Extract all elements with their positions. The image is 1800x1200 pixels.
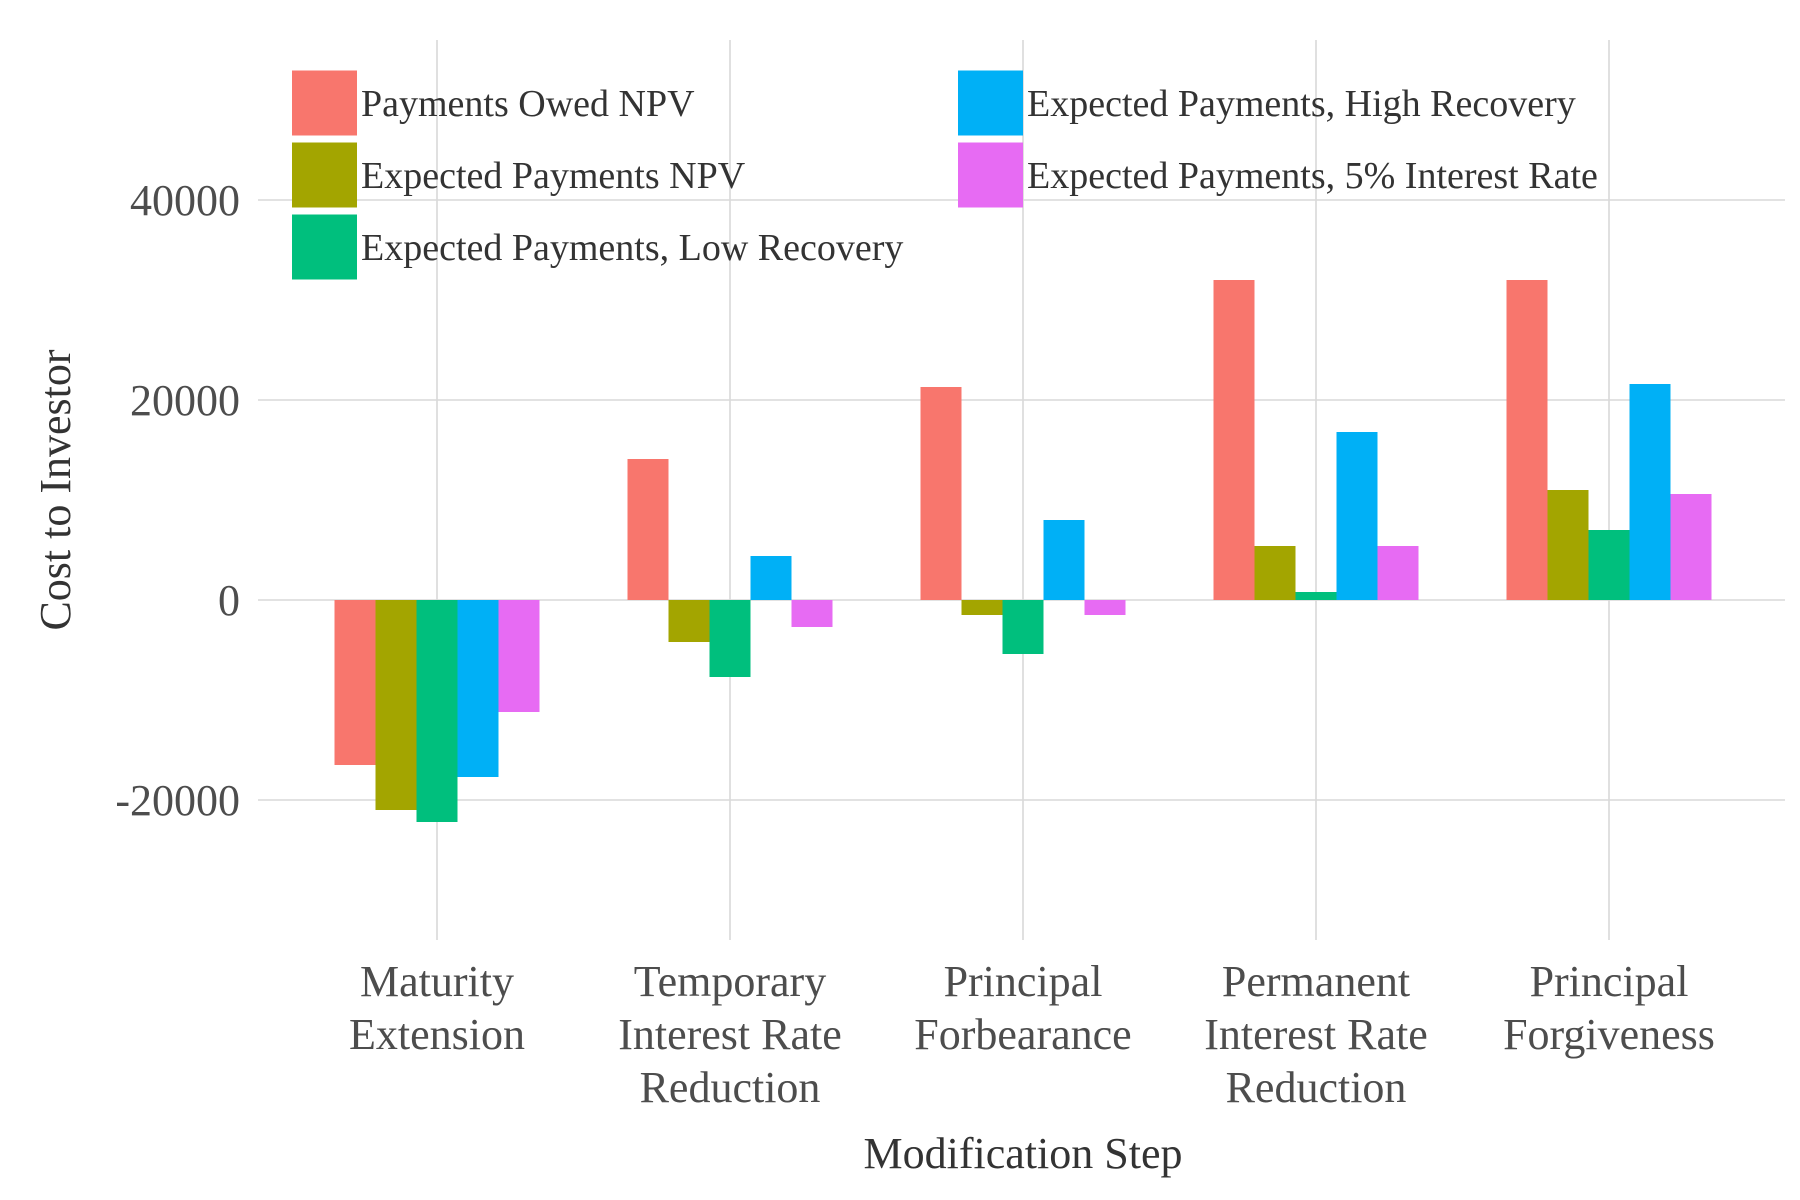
bar	[1084, 600, 1126, 615]
legend-label: Expected Payments, 5% Interest Rate	[1027, 155, 1598, 197]
bar	[961, 600, 1003, 615]
legend-key	[292, 142, 357, 208]
bar	[1377, 546, 1419, 600]
bar	[1002, 600, 1044, 654]
bar	[1043, 520, 1085, 600]
bar	[334, 600, 376, 765]
x-tick-label: Principal Forbearance	[914, 957, 1131, 1059]
bar	[1506, 280, 1548, 600]
y-axis-title: Cost to Investor	[31, 349, 80, 630]
legend-label: Payments Owed NPV	[361, 83, 695, 125]
bar	[709, 600, 751, 677]
legend-label: Expected Payments NPV	[361, 155, 746, 197]
bar	[1547, 490, 1589, 600]
bar	[1295, 592, 1337, 600]
bar	[791, 600, 833, 627]
bar	[1213, 280, 1255, 600]
bar	[627, 459, 669, 600]
y-tick-label: -20000	[115, 776, 240, 825]
bar	[750, 556, 792, 600]
y-tick-label: 0	[218, 576, 240, 625]
x-tick-label: Temporary Interest Rate Reduction	[618, 957, 842, 1112]
bar	[457, 600, 499, 777]
y-tick-label: 20000	[130, 376, 240, 425]
legend-label: Expected Payments, Low Recovery	[361, 227, 903, 269]
legend-key	[292, 214, 357, 280]
bar	[1336, 432, 1378, 600]
bars	[334, 280, 1712, 822]
x-axis-ticks: Maturity Extension Temporary Interest Rate R…	[349, 957, 1715, 1112]
bar	[1254, 546, 1296, 600]
legend-key	[958, 142, 1023, 208]
x-axis-title: Modification Step	[864, 1129, 1183, 1178]
legend-key	[292, 70, 357, 136]
legend-label: Expected Payments, High Recovery	[1027, 83, 1576, 125]
bar	[1588, 530, 1630, 600]
y-tick-label: 40000	[130, 176, 240, 225]
x-tick-label: Maturity Extension	[349, 957, 525, 1059]
legend-key	[958, 70, 1023, 136]
bar	[498, 600, 540, 712]
bar	[920, 387, 962, 600]
bar	[1670, 494, 1712, 600]
bar	[1629, 384, 1671, 600]
bar	[668, 600, 710, 642]
legend: Payments Owed NPV Expected Payments NPV Ex…	[292, 70, 1598, 280]
x-tick-label: Permanent Interest Rate Reduction	[1204, 957, 1428, 1112]
bar	[375, 600, 417, 810]
bar	[416, 600, 458, 822]
x-tick-label: Principal Forgiveness	[1503, 957, 1715, 1059]
y-axis-ticks: -20000 0 20000 40000	[115, 176, 240, 825]
